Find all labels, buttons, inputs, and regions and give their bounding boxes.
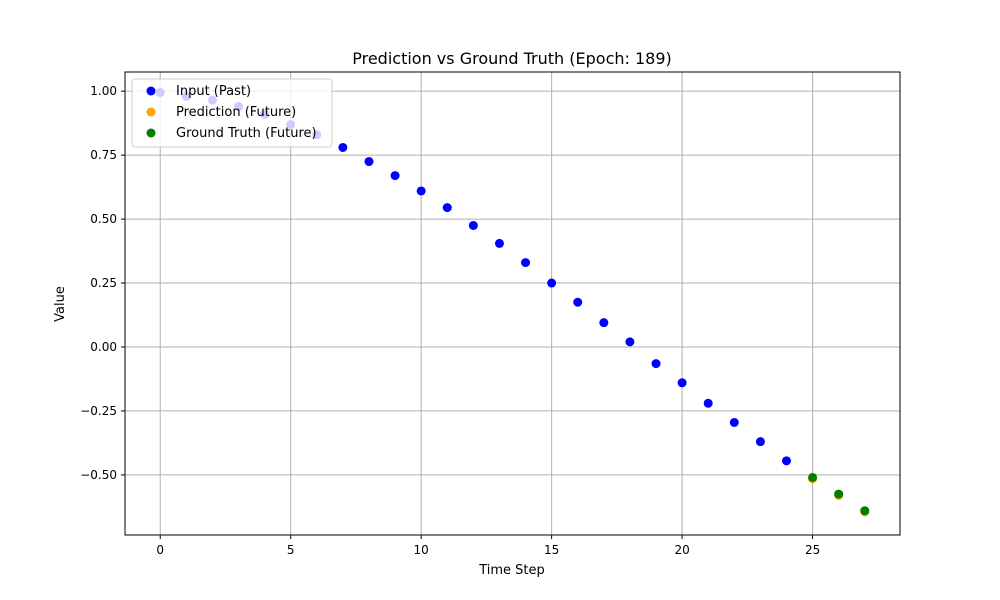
legend-marker <box>147 108 156 117</box>
series-0-point <box>338 143 347 152</box>
legend-label: Input (Past) <box>176 84 251 99</box>
y-tick-label: −0.50 <box>80 468 117 482</box>
x-tick-label: 5 <box>287 543 295 557</box>
series-0-point <box>521 258 530 267</box>
legend-label: Prediction (Future) <box>176 105 296 120</box>
x-tick-label: 0 <box>156 543 164 557</box>
series-0-point <box>469 221 478 230</box>
series-0-point <box>573 298 582 307</box>
y-tick-label: 0.00 <box>90 340 117 354</box>
series-0-point <box>678 378 687 387</box>
series-2-point <box>834 490 843 499</box>
series-0-point <box>547 279 556 288</box>
series-2-point <box>808 473 817 482</box>
legend: Input (Past) Prediction (Future) Ground Tr… <box>132 79 332 147</box>
data-points <box>156 88 870 517</box>
y-tick-label: 0.75 <box>90 148 117 162</box>
series-0-point <box>417 186 426 195</box>
y-axis-label: Value <box>53 286 68 322</box>
y-tick-label: 0.50 <box>90 212 117 226</box>
series-0-point <box>391 171 400 180</box>
y-tick-label: −0.25 <box>80 404 117 418</box>
series-0-point <box>599 318 608 327</box>
y-tick-label: 1.00 <box>90 84 117 98</box>
series-0-point <box>782 456 791 465</box>
x-tick-label: 25 <box>805 543 820 557</box>
x-tick-label: 15 <box>544 543 559 557</box>
y-axis-ticks: 1.00 0.75 0.50 0.25 0.00 −0.25 −0.50 <box>80 84 125 482</box>
legend-label: Ground Truth (Future) <box>176 126 317 141</box>
y-tick-label: 0.25 <box>90 276 117 290</box>
chart-title: Prediction vs Ground Truth (Epoch: 189) <box>352 49 672 68</box>
series-0-point <box>443 203 452 212</box>
legend-marker <box>147 129 156 138</box>
series-0-point <box>495 239 504 248</box>
series-0-point <box>730 418 739 427</box>
legend-marker <box>147 87 156 96</box>
x-axis-label: Time Step <box>478 563 545 578</box>
series-0-point <box>704 399 713 408</box>
series-2-point <box>860 506 869 515</box>
series-0-point <box>364 157 373 166</box>
x-tick-label: 20 <box>674 543 689 557</box>
series-0-point <box>652 359 661 368</box>
series-0-point <box>625 337 634 346</box>
x-tick-label: 10 <box>414 543 429 557</box>
series-0-point <box>756 437 765 446</box>
x-axis-ticks: 0 5 10 15 20 25 <box>156 535 820 557</box>
